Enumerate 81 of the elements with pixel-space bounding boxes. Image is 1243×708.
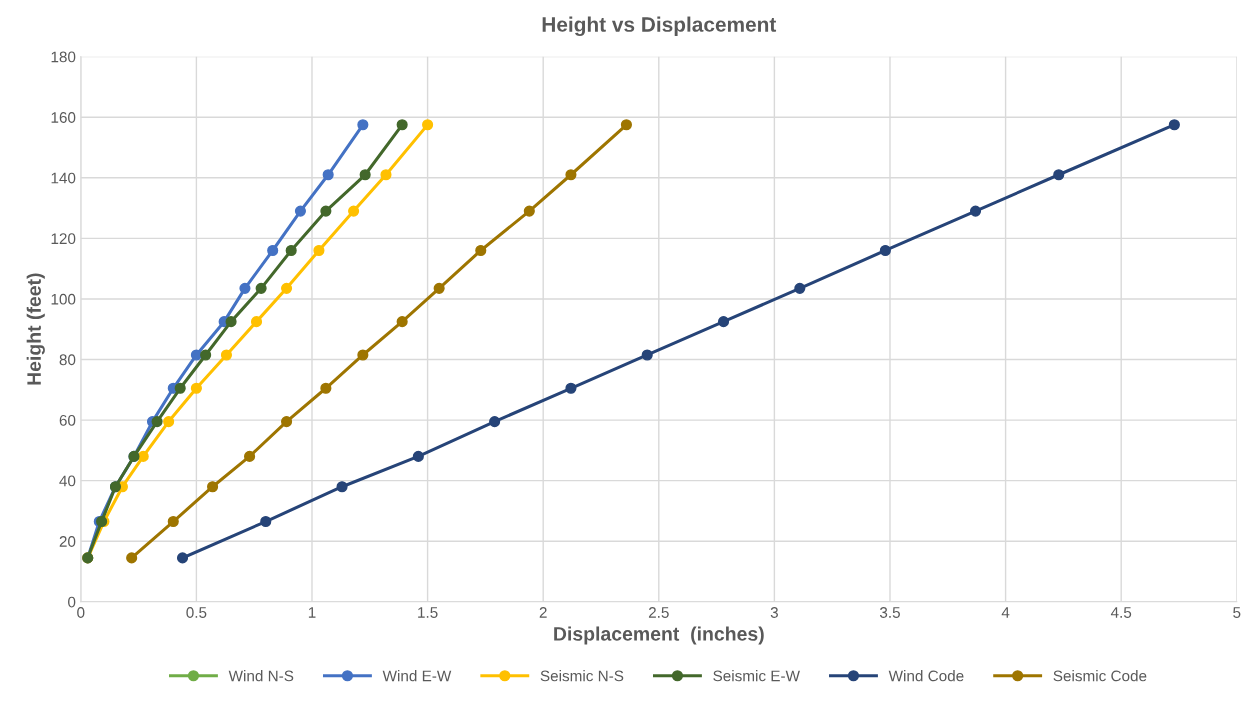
- point: [151, 416, 163, 428]
- point: [174, 382, 186, 394]
- point: [207, 481, 219, 493]
- legend-label: Seismic N-S: [540, 670, 624, 682]
- point: [267, 244, 279, 257]
- legend-label: Seismic Code: [1053, 670, 1147, 682]
- x-tick-label: 4.5: [1110, 607, 1132, 618]
- point: [620, 119, 632, 131]
- point: [412, 450, 424, 462]
- y-tick-label: 60: [59, 414, 76, 426]
- point: [969, 205, 982, 217]
- point: [879, 244, 891, 257]
- point: [357, 119, 369, 131]
- point: [239, 282, 251, 294]
- x-tick-label: 0.5: [186, 607, 207, 618]
- point: [220, 349, 233, 361]
- point: [565, 382, 577, 394]
- point: [176, 552, 189, 564]
- chart-title: Height vs Displacement: [542, 16, 777, 37]
- point: [717, 316, 730, 328]
- y-tick-label: 120: [51, 233, 76, 245]
- y-tick-label: 100: [51, 293, 76, 305]
- y-tick-label: 40: [59, 475, 76, 487]
- y-tick-label: 0: [68, 596, 76, 608]
- point: [167, 515, 179, 528]
- point: [475, 244, 487, 257]
- x-tick-label: 1.5: [418, 607, 438, 618]
- x-tick-label: 5: [1233, 607, 1241, 618]
- point: [281, 416, 293, 428]
- legend-label: Wind Code: [888, 670, 964, 682]
- point: [320, 205, 332, 217]
- point: [433, 282, 445, 294]
- x-tick-label: 1: [308, 607, 316, 618]
- point: [281, 282, 293, 294]
- x-tick-label: 2: [539, 607, 547, 618]
- point: [336, 481, 348, 493]
- point: [126, 552, 138, 564]
- point: [200, 349, 212, 361]
- point: [357, 349, 369, 361]
- x-axis-title: Displacement (inches): [554, 626, 764, 645]
- point: [322, 169, 334, 181]
- point: [244, 450, 256, 462]
- x-tick-label: 3: [770, 607, 778, 618]
- y-tick-label: 20: [59, 536, 76, 547]
- point: [380, 169, 392, 181]
- legend-label: Wind N-S: [228, 670, 294, 682]
- point: [255, 282, 267, 294]
- point: [190, 382, 202, 394]
- point: [320, 382, 332, 394]
- point: [1168, 119, 1180, 131]
- point: [250, 316, 263, 328]
- point: [163, 416, 175, 428]
- point: [285, 244, 297, 257]
- y-tick-label: 160: [51, 112, 76, 123]
- point: [794, 282, 806, 294]
- point: [489, 416, 501, 428]
- point: [359, 169, 371, 181]
- point: [190, 349, 202, 361]
- x-tick-label: 2.5: [648, 607, 669, 618]
- point: [137, 450, 149, 462]
- y-tick-label: 140: [51, 172, 76, 184]
- point: [294, 205, 306, 217]
- legend-label: Seismic E-W: [713, 670, 800, 682]
- point: [641, 349, 653, 361]
- x-tick-label: 3.5: [879, 607, 900, 618]
- point: [422, 119, 434, 131]
- point: [1053, 169, 1065, 181]
- y-tick-label: 180: [51, 51, 76, 63]
- y-axis-title: Height (feet): [26, 273, 45, 385]
- point: [260, 515, 272, 528]
- point: [313, 244, 325, 257]
- y-tick-label: 80: [59, 354, 76, 366]
- point: [348, 205, 360, 217]
- point: [396, 119, 408, 131]
- x-tick-label: 0: [77, 607, 85, 618]
- legend-label: Wind E-W: [382, 670, 452, 682]
- point: [225, 316, 237, 328]
- x-tick-label: 4: [1001, 607, 1010, 618]
- point: [565, 169, 577, 181]
- point: [396, 316, 408, 328]
- point: [523, 205, 535, 217]
